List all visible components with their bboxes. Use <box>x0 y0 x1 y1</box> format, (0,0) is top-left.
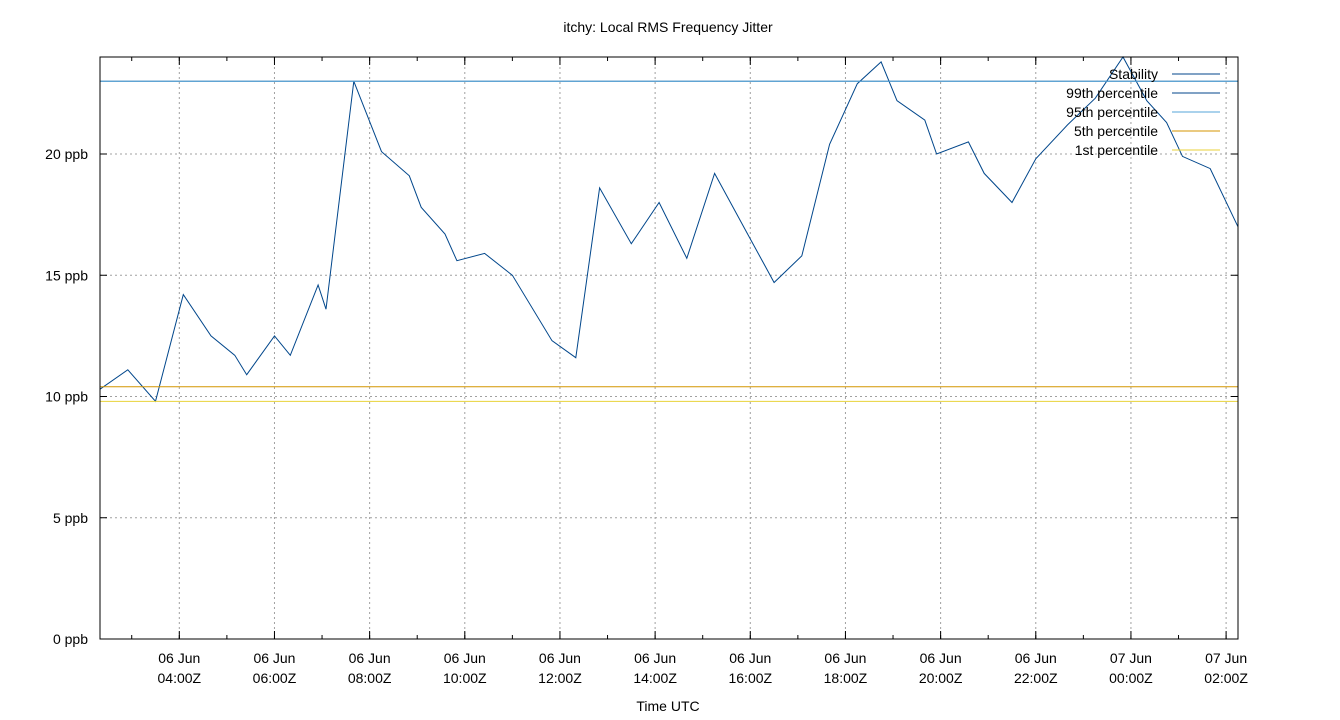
x-tick-label: 00:00Z <box>1109 670 1153 686</box>
x-tick-label: 18:00Z <box>824 670 868 686</box>
x-tick-label: 06 Jun <box>253 650 295 666</box>
x-tick-label: 07 Jun <box>1205 650 1247 666</box>
y-tick-label: 20 ppb <box>45 146 88 162</box>
y-tick-label: 0 ppb <box>53 631 88 647</box>
x-tick-label: 16:00Z <box>728 670 772 686</box>
y-tick-label: 10 ppb <box>45 389 88 405</box>
x-tick-label: 22:00Z <box>1014 670 1058 686</box>
legend-label: 99th percentile <box>1066 85 1158 101</box>
x-tick-label: 10:00Z <box>443 670 487 686</box>
chart-title: itchy: Local RMS Frequency Jitter <box>563 19 773 35</box>
grid-layer <box>100 57 1238 639</box>
x-tick-label: 06:00Z <box>253 670 297 686</box>
legend: Stability 99th percentile 95th percentile 5… <box>1066 66 1220 158</box>
x-tick-label: 06 Jun <box>444 650 486 666</box>
plot-border <box>99 56 1239 640</box>
y-tick-label: 15 ppb <box>45 267 88 283</box>
x-tick-label: 06 Jun <box>729 650 771 666</box>
x-tick-label: 06 Jun <box>824 650 866 666</box>
axis-layer: 0 ppb 5 ppb 10 ppb 15 ppb 20 ppb 06 Jun 04:00Z… <box>45 56 1248 686</box>
x-tick-label: 14:00Z <box>633 670 677 686</box>
x-tick-label: 07 Jun <box>1110 650 1152 666</box>
x-tick-label: 06 Jun <box>1015 650 1057 666</box>
x-tick-label: 02:00Z <box>1204 670 1248 686</box>
x-tick-label: 06 Jun <box>539 650 581 666</box>
x-tick-label: 20:00Z <box>919 670 963 686</box>
x-tick-label: 06 Jun <box>158 650 200 666</box>
x-axis-label: Time UTC <box>636 698 699 714</box>
legend-label: 5th percentile <box>1074 123 1158 139</box>
x-tick-label: 08:00Z <box>348 670 392 686</box>
series-line <box>99 56 1239 403</box>
legend-label: Stability <box>1109 66 1158 82</box>
x-tick-label: 12:00Z <box>538 670 582 686</box>
x-tick-label: 04:00Z <box>158 670 202 686</box>
y-tick-label: 5 ppb <box>53 510 88 526</box>
x-tick-label: 06 Jun <box>920 650 962 666</box>
legend-label: 1st percentile <box>1075 142 1158 158</box>
x-tick-label: 06 Jun <box>634 650 676 666</box>
legend-label: 95th percentile <box>1066 104 1158 120</box>
x-tick-label: 06 Jun <box>349 650 391 666</box>
series-layer <box>99 56 1239 403</box>
